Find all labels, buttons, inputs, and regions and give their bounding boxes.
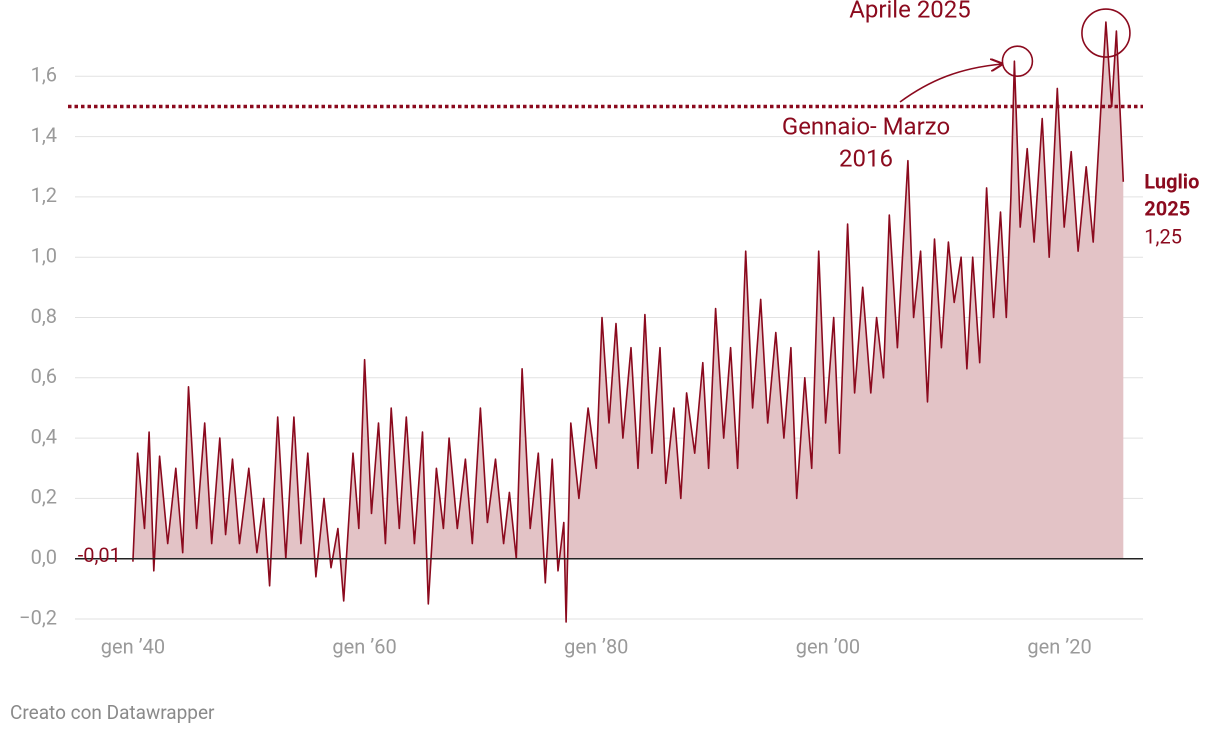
y-tick-label: 0,0 xyxy=(31,545,57,569)
highlight-circle xyxy=(1081,8,1131,58)
y-tick-label: 0,6 xyxy=(31,364,57,388)
value-label: 1,25 xyxy=(1144,224,1182,248)
y-tick-label: 1,2 xyxy=(31,183,57,207)
x-tick-label: gen ’40 xyxy=(101,634,165,658)
y-tick-label: 0,2 xyxy=(31,485,57,509)
highlight-circle xyxy=(1001,45,1034,78)
y-tick-label: 1,6 xyxy=(31,63,57,87)
annotation-arrow xyxy=(899,64,1002,103)
y-tick-label: −0,2 xyxy=(19,605,57,629)
annotation: Gennaio- Marzo xyxy=(782,112,950,140)
grid: −0,2 0,0 0,2 0,4 0,6 0,8 1,0 1,2 1,4 1,6 gen ’40 ge… xyxy=(19,63,1143,658)
annotation: 2025 xyxy=(1144,196,1190,220)
y-tick-label: 0,8 xyxy=(31,304,57,328)
y-tick-label: 1,4 xyxy=(31,123,57,147)
annotation: Aprile 2025 xyxy=(849,0,971,23)
x-tick-label: gen ’20 xyxy=(1027,634,1091,658)
y-tick-label: 1,0 xyxy=(31,243,57,267)
line xyxy=(132,21,1125,623)
x-tick-label: gen ’00 xyxy=(796,634,860,658)
x-tick-label: gen ’80 xyxy=(564,634,628,658)
x-tick-label: gen ’60 xyxy=(332,634,396,658)
annotation: 2016 xyxy=(839,144,893,172)
value-label: -0,01 xyxy=(78,543,121,567)
plot xyxy=(132,21,1125,623)
annotation: Luglio xyxy=(1144,169,1199,193)
source: Creato con Datawrapper xyxy=(10,701,215,724)
labels: -0,01 1,25 Aprile 2025 Gennaio- Marzo 2016 Lu… xyxy=(68,0,1199,567)
y-tick-label: 0,4 xyxy=(31,424,57,448)
area xyxy=(132,22,1124,622)
